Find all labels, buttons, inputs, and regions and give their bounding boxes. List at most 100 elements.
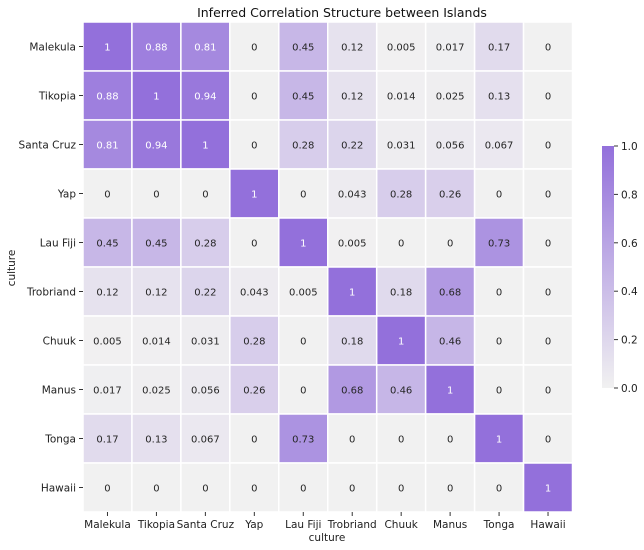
heatmap-cell (473, 119, 525, 170)
heatmap-cell (131, 413, 182, 464)
x-tick-label: Tikopia (137, 519, 175, 531)
y-tick-label: Chuuk (43, 336, 77, 348)
heatmap-cell (131, 364, 182, 415)
cell-value-label: 0 (447, 484, 453, 495)
heatmap-cell (278, 413, 329, 464)
heatmap-cell (522, 462, 574, 513)
cell-value-label: 0.26 (439, 190, 461, 201)
cell-value-label: 0.68 (341, 386, 363, 397)
cell-value-label: 0 (251, 239, 257, 250)
cell-value-label: 0.031 (387, 141, 416, 152)
cell-value-label: 1 (496, 435, 502, 446)
heatmap-cell (82, 462, 133, 513)
colorbar: 0.0 0.2 0.4 0.6 0.8 1.0 (602, 141, 638, 395)
y-tick-label: Tikopia (38, 91, 76, 103)
cell-value-label: 0.81 (194, 43, 216, 54)
cell-value-label: 0.005 (387, 43, 416, 54)
colorbar-tick-label: 0.0 (621, 383, 638, 395)
heatmap-cell (327, 168, 378, 219)
heatmap-cell (229, 70, 280, 121)
heatmap-cell (278, 364, 329, 415)
cell-value-label: 0.28 (292, 141, 314, 152)
cell-value-label: 0.005 (289, 288, 318, 299)
y-tick-label: Yap (57, 189, 76, 201)
y-axis-title: culture (6, 250, 18, 287)
cell-value-label: 0 (153, 484, 159, 495)
cell-value-label: 0.22 (194, 288, 216, 299)
heatmap-cell (327, 217, 378, 268)
heatmap-cell (375, 462, 427, 513)
heatmap-cell (131, 217, 182, 268)
cell-value-label: 0.28 (243, 337, 265, 348)
colorbar-tick-label: 0.2 (621, 335, 638, 347)
cell-value-label: 0.45 (145, 239, 167, 250)
y-tick-label: Santa Cruz (19, 140, 77, 152)
cell-value-label: 0.17 (96, 435, 118, 446)
cell-value-label: 0 (398, 239, 404, 250)
heatmap-cell (180, 364, 231, 415)
chart-title: Inferred Correlation Structure between I… (197, 5, 487, 20)
cell-value-label: 0 (300, 386, 306, 397)
colorbar-tick-label: 0.6 (621, 238, 638, 250)
cell-value-label: 0 (398, 435, 404, 446)
cell-value-label: 0.12 (145, 288, 167, 299)
cell-value-label: 0.056 (436, 141, 465, 152)
heatmap-cell (327, 21, 378, 72)
heatmap-cell (473, 70, 525, 121)
x-tick-label: Santa Cruz (177, 519, 235, 531)
cell-value-label: 0.22 (341, 141, 363, 152)
x-axis-title: culture (309, 532, 346, 544)
cell-value-label: 0 (447, 435, 453, 446)
heatmap-cell (327, 315, 378, 366)
heatmap-cell (424, 364, 476, 415)
x-tick-label: Trobriand (327, 519, 377, 531)
x-tick-label: Hawaii (530, 519, 565, 531)
cell-value-label: 0 (545, 43, 551, 54)
heatmap-cell (522, 364, 574, 415)
heatmap-cell (82, 315, 133, 366)
cell-value-label: 0.88 (145, 43, 167, 54)
cell-value-label: 0.031 (191, 337, 220, 348)
cell-value-label: 1 (202, 141, 208, 152)
heatmap-cell (522, 119, 574, 170)
cell-value-label: 1 (251, 190, 257, 201)
cell-value-label: 0 (398, 484, 404, 495)
cell-value-label: 0 (545, 190, 551, 201)
y-tick-label: Manus (42, 385, 76, 397)
cell-value-label: 0.94 (145, 141, 167, 152)
colorbar-tick-label: 0.8 (621, 189, 638, 201)
cell-value-label: 0.46 (390, 386, 412, 397)
heatmap-cell (424, 413, 476, 464)
cell-value-label: 0.17 (488, 43, 510, 54)
cell-value-label: 0.005 (338, 239, 367, 250)
heatmap-cell (473, 266, 525, 317)
x-tick-label: Manus (433, 519, 467, 531)
heatmap-cell (424, 315, 476, 366)
heatmap-cell (375, 119, 427, 170)
cell-value-label: 0.056 (191, 386, 220, 397)
cell-value-label: 0 (496, 337, 502, 348)
cell-value-label: 0 (545, 435, 551, 446)
y-tick-label: Tonga (44, 434, 76, 446)
cell-value-label: 0.68 (439, 288, 461, 299)
colorbar-gradient (602, 146, 614, 388)
cell-value-label: 0.025 (436, 92, 465, 103)
colorbar-tick-label: 0.4 (621, 286, 638, 298)
cell-value-label: 0.043 (240, 288, 269, 299)
cell-value-label: 0.017 (93, 386, 122, 397)
cell-value-label: 0.26 (243, 386, 265, 397)
cell-value-label: 0 (202, 190, 208, 201)
cell-value-label: 0.014 (142, 337, 171, 348)
heatmap-cells: 1 0.88 0.81 0 0.45 0.12 0.005 0.017 0.17 0 0.88 1 0.… (82, 21, 574, 513)
heatmap-cell (473, 462, 525, 513)
heatmap-cell (375, 217, 427, 268)
cell-value-label: 1 (349, 288, 355, 299)
heatmap-cell (327, 70, 378, 121)
heatmap-cell (229, 364, 280, 415)
cell-value-label: 0.94 (194, 92, 216, 103)
cell-value-label: 0.005 (93, 337, 122, 348)
y-axis-ticks: Malekula Tikopia Santa Cruz Yap Lau Fiji Trob… (19, 42, 83, 495)
y-tick-label: Lau Fiji (40, 238, 76, 250)
cell-value-label: 0.45 (292, 43, 314, 54)
x-tick-label: Lau Fiji (285, 519, 321, 531)
